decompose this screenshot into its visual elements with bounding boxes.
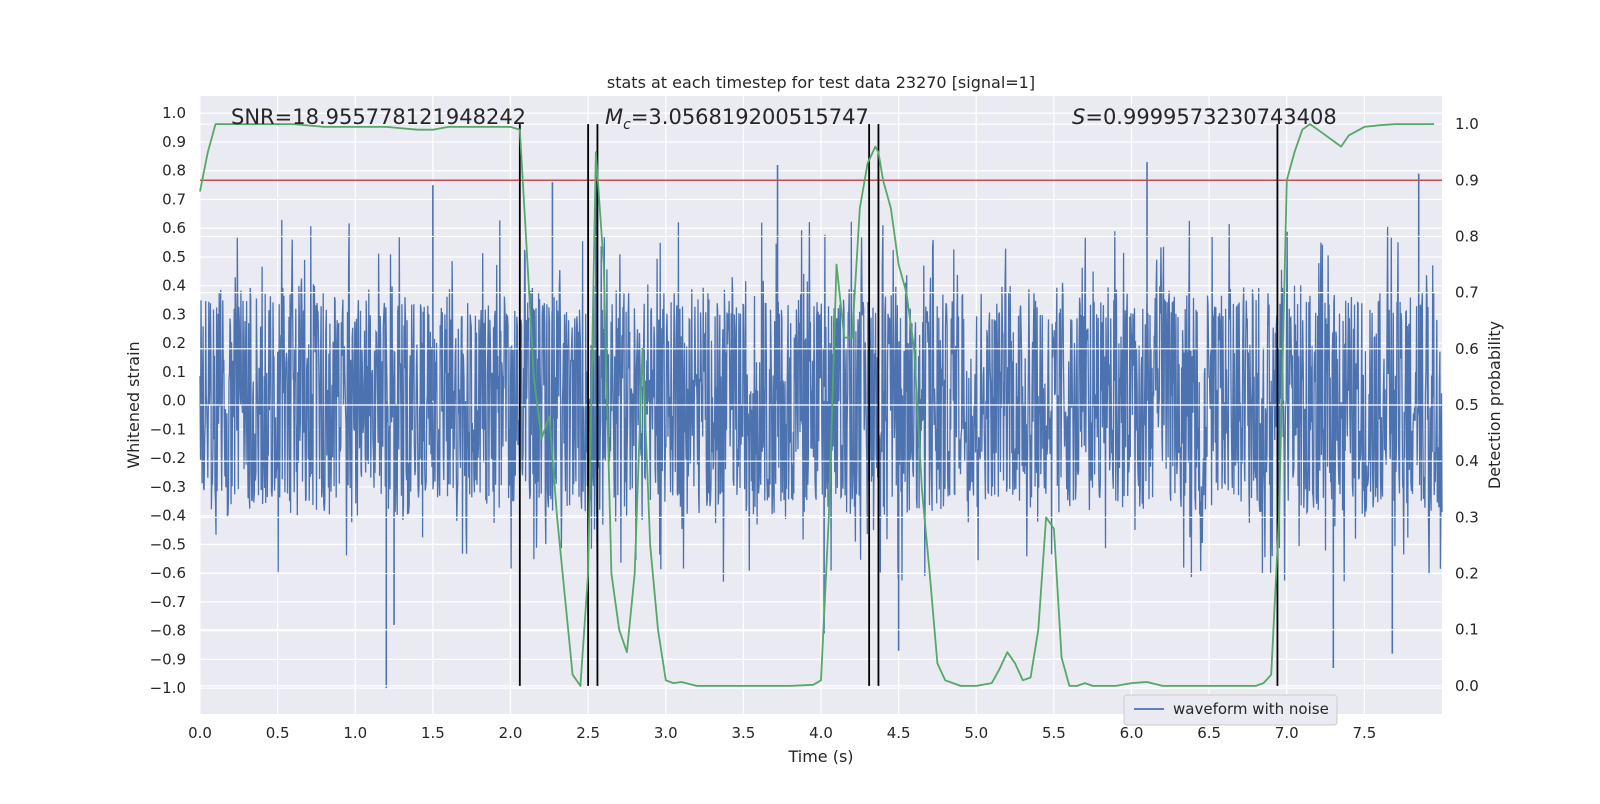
x-tick-label: 5.5 xyxy=(1042,724,1066,742)
x-tick-label: 1.0 xyxy=(343,724,367,742)
y-left-tick-label: −0.5 xyxy=(150,535,186,553)
statistic-annotation: S=0.9999573230743408 xyxy=(1072,105,1337,129)
y-left-tick-label: 0.9 xyxy=(162,133,186,151)
chart-title: stats at each timestep for test data 232… xyxy=(607,73,1035,92)
x-tick-label: 2.0 xyxy=(499,724,523,742)
y-left-tick-label: 0.1 xyxy=(162,363,186,381)
x-tick-label: 0.5 xyxy=(266,724,290,742)
tick-labels: 0.0 0.5 1.0 1.5 2.0 2.5 3.0 3.5 4.0 4.5 5.0 5.5 6.0 6… xyxy=(150,104,1479,742)
y-left-tick-label: 0.6 xyxy=(162,219,186,237)
legend: waveform with noise xyxy=(1123,694,1338,726)
x-tick-label: 1.5 xyxy=(421,724,445,742)
y-left-tick-label: 0.5 xyxy=(162,248,186,266)
y-left-tick-label: −0.4 xyxy=(150,507,186,525)
y-left-tick-label: −0.6 xyxy=(150,564,186,582)
right-axis-grid-lines xyxy=(200,123,1442,687)
chirp-mass-annotation: Mc=3.056819200515747 xyxy=(605,105,869,133)
y-right-tick-label: 0.3 xyxy=(1455,508,1479,526)
x-tick-label: 7.0 xyxy=(1275,724,1299,742)
y-right-tick-label: 0.7 xyxy=(1455,284,1479,302)
y-left-tick-label: −1.0 xyxy=(150,679,186,697)
y-left-tick-label: 0.3 xyxy=(162,305,186,323)
y-left-tick-label: −0.8 xyxy=(150,622,186,640)
chirp-mass-symbol: M xyxy=(605,105,623,129)
probability-line xyxy=(199,123,1435,687)
x-tick-label: 3.0 xyxy=(654,724,678,742)
statistic-value: =0.9999573230743408 xyxy=(1085,105,1336,129)
y-right-tick-label: 0.0 xyxy=(1455,677,1479,695)
y-right-tick-label: 0.2 xyxy=(1455,565,1479,583)
statistic-symbol: S xyxy=(1072,105,1085,129)
legend-label: waveform with noise xyxy=(1173,700,1329,718)
y-axis-title-left: Whitened strain xyxy=(124,341,143,468)
y-left-tick-label: −0.7 xyxy=(150,593,186,611)
x-tick-label: 0.0 xyxy=(188,724,212,742)
y-left-tick-label: −0.9 xyxy=(150,650,186,668)
waveform-line xyxy=(199,219,1443,582)
y-right-tick-label: 0.4 xyxy=(1455,452,1479,470)
y-axis-title-right: Detection probability xyxy=(1485,321,1504,489)
snr-annotation: SNR=18.955778121948242 xyxy=(231,105,526,129)
y-right-tick-label: 0.6 xyxy=(1455,340,1479,358)
y-right-tick-label: 1.0 xyxy=(1455,115,1479,133)
y-right-tick-label: 0.9 xyxy=(1455,171,1479,189)
y-right-tick-label: 0.1 xyxy=(1455,621,1479,639)
x-tick-label: 6.0 xyxy=(1120,724,1144,742)
x-tick-label: 3.5 xyxy=(731,724,755,742)
x-tick-label: 7.5 xyxy=(1352,724,1376,742)
x-tick-label: 5.0 xyxy=(964,724,988,742)
vertical-marker-lines xyxy=(518,124,1279,686)
y-right-tick-label: 0.5 xyxy=(1455,396,1479,414)
y-left-tick-label: 0.2 xyxy=(162,334,186,352)
y-left-tick-label: 0.8 xyxy=(162,162,186,180)
chirp-mass-value: =3.056819200515747 xyxy=(631,105,869,129)
x-tick-label: 2.5 xyxy=(576,724,600,742)
legend-box xyxy=(1123,694,1338,726)
probability-series xyxy=(199,123,1435,687)
y-left-tick-label: −0.3 xyxy=(150,478,186,496)
y-left-tick-label: −0.1 xyxy=(150,420,186,438)
x-axis-title: Time (s) xyxy=(787,747,853,766)
chirp-mass-subscript: c xyxy=(623,117,631,133)
y-right-tick-label: 0.8 xyxy=(1455,227,1479,245)
y-left-tick-label: 1.0 xyxy=(162,104,186,122)
x-tick-label: 4.0 xyxy=(809,724,833,742)
y-left-tick-label: −0.2 xyxy=(150,449,186,467)
y-left-tick-label: 0.7 xyxy=(162,190,186,208)
y-left-tick-label: 0.4 xyxy=(162,277,186,295)
x-tick-label: 4.5 xyxy=(887,724,911,742)
y-left-tick-label: 0.0 xyxy=(162,392,186,410)
x-tick-label: 6.5 xyxy=(1197,724,1221,742)
